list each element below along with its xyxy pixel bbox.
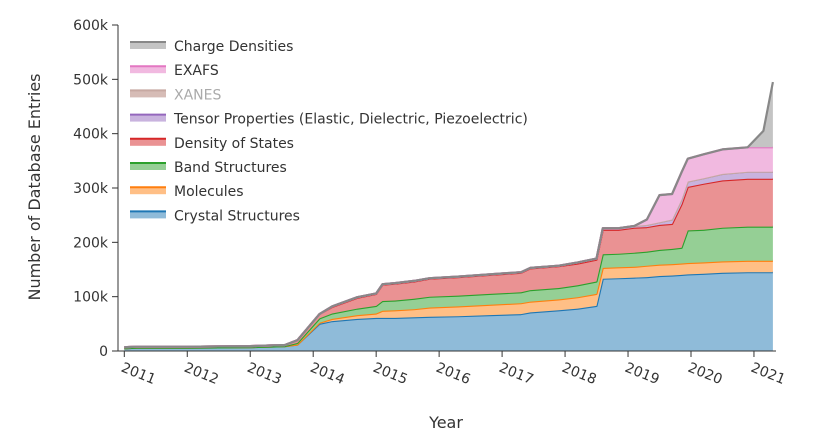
x-tick-label: 2012 xyxy=(182,360,221,388)
line-charge-densities xyxy=(124,81,774,349)
x-tick-labels: 2011 2012 2013 2014 2015 2016 2017 2018 2019 2020… xyxy=(119,351,788,388)
legend-label-charge-densities[interactable]: Charge Densities xyxy=(174,39,293,55)
legend-label-xanes[interactable]: XANES xyxy=(174,87,221,103)
area-density-of-states xyxy=(124,178,773,349)
area-molecules xyxy=(124,260,773,349)
y-tick-label: 300k xyxy=(73,181,109,197)
legend-label-crystal-structures[interactable]: Crystal Structures xyxy=(174,208,300,224)
x-tick-label: 2020 xyxy=(685,360,724,388)
y-tick-label: 600k xyxy=(73,18,109,34)
x-tick-label: 2015 xyxy=(371,360,410,388)
x-tick-label: 2017 xyxy=(497,360,536,388)
legend-swatch-fill-density-of-states xyxy=(130,138,166,146)
x-tick-label: 2014 xyxy=(308,360,347,388)
x-tick-label: 2013 xyxy=(245,360,284,388)
legend-swatch-fill-molecules xyxy=(130,187,166,195)
legend-swatch-fill-xanes xyxy=(130,90,166,98)
legend-label-band-structures[interactable]: Band Structures xyxy=(174,160,287,176)
plot-area xyxy=(124,81,774,351)
area-crystal-structures xyxy=(124,272,773,351)
y-tick-labels: 0 100k 200k 300k 400k 500k 600k xyxy=(73,18,109,360)
axes xyxy=(117,25,776,352)
legend-label-molecules[interactable]: Molecules xyxy=(174,184,244,200)
legend: Charge Densities EXAFS XANES Tensor Propert… xyxy=(130,39,528,224)
legend-swatch-fill-band-structures xyxy=(130,163,166,170)
x-tick-label: 2018 xyxy=(560,360,599,388)
x-tick-label: 2021 xyxy=(748,360,787,388)
legend-swatch-fill-exafs xyxy=(130,66,166,74)
x-axis-title: Year xyxy=(428,413,463,432)
y-tick-label: 100k xyxy=(73,290,109,306)
y-tick-label: 0 xyxy=(99,344,108,360)
legend-swatch-fill-charge-densities xyxy=(130,42,166,49)
legend-swatch-fill-tensor-properties-elastic-dielectric-piezoelectric xyxy=(130,114,166,122)
area-exafs xyxy=(124,147,773,348)
legend-label-tensor-properties-elastic-dielectric-piezoelectric[interactable]: Tensor Properties (Elastic, Dielectric, … xyxy=(173,112,528,128)
y-tick-label: 400k xyxy=(73,127,109,143)
legend-label-density-of-states[interactable]: Density of States xyxy=(174,136,294,152)
x-tick-label: 2011 xyxy=(119,360,158,388)
y-axis-title: Number of Database Entries xyxy=(25,73,44,300)
y-tick-label: 200k xyxy=(73,235,109,251)
area-band-structures xyxy=(124,226,773,349)
legend-swatch-fill-crystal-structures xyxy=(130,211,166,219)
y-tick-label: 500k xyxy=(73,72,109,88)
x-tick-label: 2019 xyxy=(623,360,662,388)
legend-label-exafs[interactable]: EXAFS xyxy=(174,63,219,79)
x-tick-label: 2016 xyxy=(434,360,473,388)
y-axis-ticks xyxy=(112,24,118,352)
